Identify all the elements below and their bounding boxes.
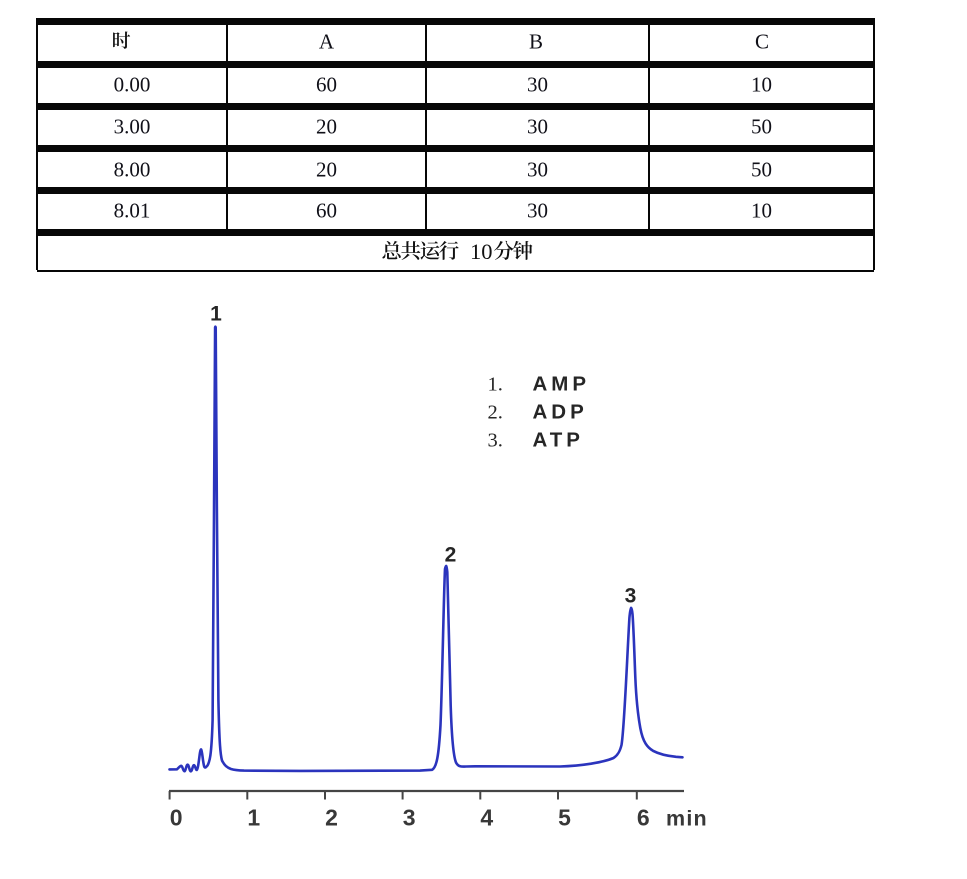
svg-text:2: 2 [445, 544, 457, 567]
svg-text:2: 2 [325, 805, 338, 831]
svg-text:10: 10 [470, 239, 493, 264]
svg-text:2.: 2. [488, 402, 503, 424]
svg-text:1: 1 [247, 805, 260, 831]
svg-text:1: 1 [210, 303, 222, 326]
svg-text:AMP: AMP [533, 373, 591, 396]
svg-text:ATP: ATP [533, 429, 584, 452]
svg-text:3: 3 [403, 805, 416, 831]
svg-text:min: min [666, 807, 708, 831]
svg-text:0: 0 [170, 805, 183, 831]
svg-text:ADP: ADP [533, 401, 588, 424]
svg-text:6: 6 [637, 805, 650, 831]
svg-text:1.: 1. [488, 374, 503, 396]
svg-text:3.: 3. [488, 430, 503, 452]
svg-text:3: 3 [625, 585, 637, 608]
svg-text:4: 4 [480, 805, 493, 831]
svg-text:5: 5 [558, 805, 571, 831]
